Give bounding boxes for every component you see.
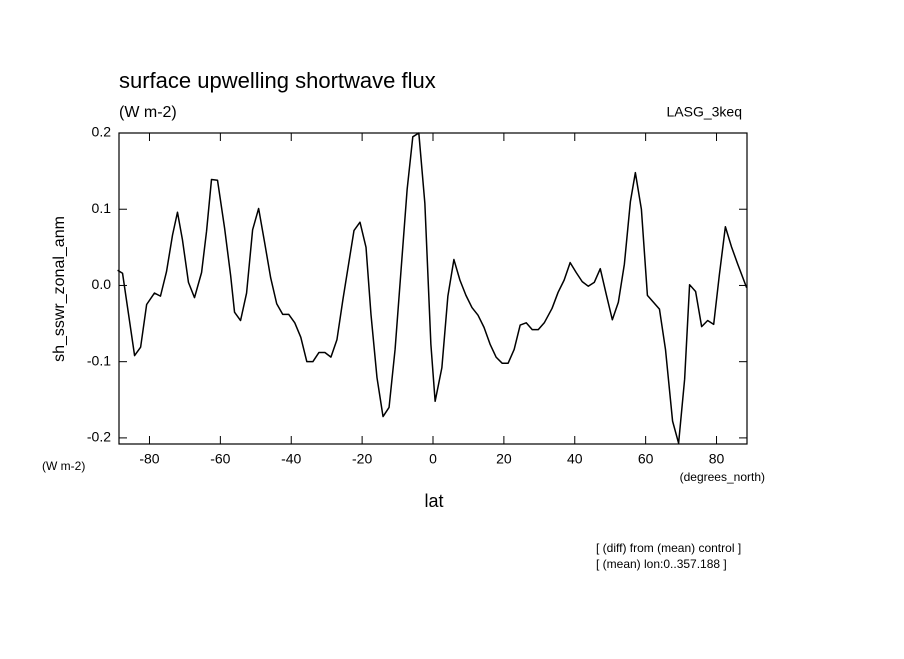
x-tick-label: 0 bbox=[429, 451, 437, 467]
y-tick-label: 0.1 bbox=[92, 200, 112, 216]
x-tick-label: -80 bbox=[139, 451, 159, 467]
chart-subtitle: (W m-2) bbox=[119, 104, 177, 121]
model-label: LASG_3keq bbox=[667, 104, 743, 120]
y-tick-label: 0.2 bbox=[92, 124, 112, 140]
x-tick-label: 40 bbox=[567, 451, 583, 467]
x-units: (degrees_north) bbox=[680, 470, 765, 484]
chart-title: surface upwelling shortwave flux bbox=[119, 68, 436, 93]
y-tick-label: -0.1 bbox=[87, 352, 111, 368]
note: [ (diff) from (mean) control ] bbox=[596, 541, 741, 555]
x-tick-label: 20 bbox=[496, 451, 512, 467]
x-tick-label: 80 bbox=[709, 451, 725, 467]
y-tick-label: -0.2 bbox=[87, 429, 111, 445]
x-tick-label: -20 bbox=[352, 451, 372, 467]
x-tick-label: -40 bbox=[281, 451, 301, 467]
x-tick-label: -60 bbox=[210, 451, 230, 467]
y-units: (W m-2) bbox=[42, 459, 85, 473]
y-tick-label: 0.0 bbox=[92, 276, 112, 292]
x-axis-label: lat bbox=[424, 491, 443, 511]
data-line bbox=[117, 132, 748, 444]
x-tick-label: 60 bbox=[638, 451, 654, 467]
note: [ (mean) lon:0..357.188 ] bbox=[596, 557, 727, 571]
y-axis-label: sh_sswr_zonal_anm bbox=[51, 216, 68, 362]
